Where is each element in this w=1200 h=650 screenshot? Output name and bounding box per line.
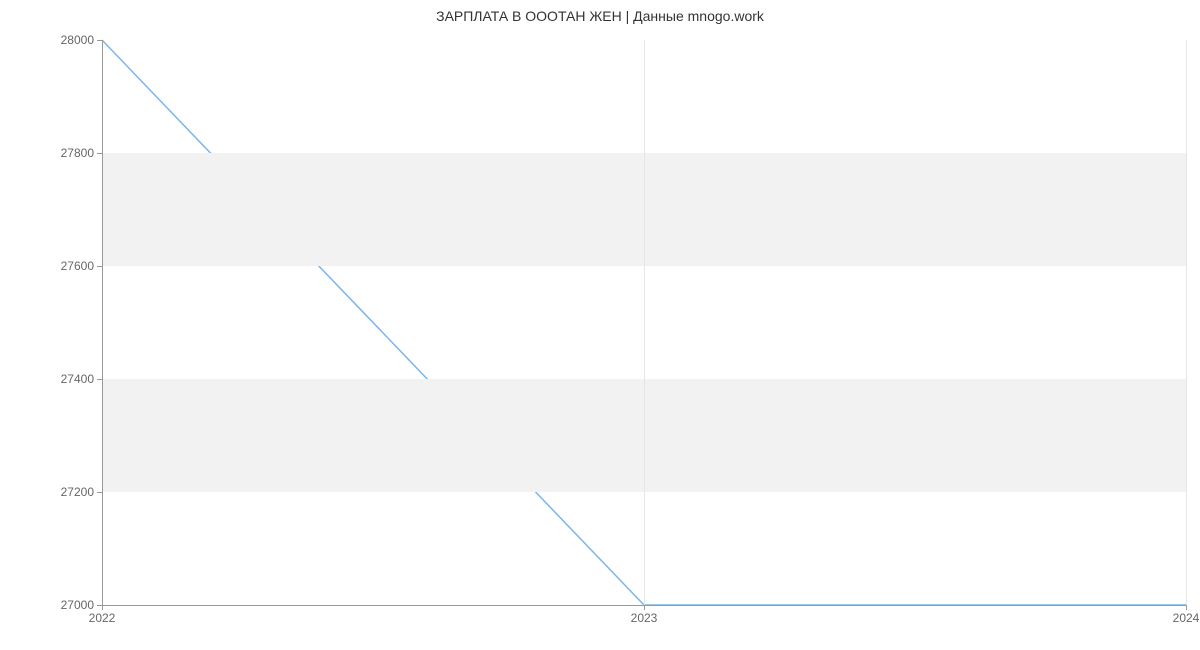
x-tick-mark bbox=[644, 605, 645, 610]
y-tick-mark bbox=[97, 153, 102, 154]
y-tick-label: 27200 bbox=[61, 485, 94, 499]
y-tick-label: 28000 bbox=[61, 33, 94, 47]
y-tick-mark bbox=[97, 40, 102, 41]
x-tick-label: 2024 bbox=[1173, 611, 1200, 625]
x-tick-mark bbox=[1186, 605, 1187, 610]
plot-area: 2700027200274002760027800280002022202320… bbox=[102, 40, 1186, 605]
x-tick-mark bbox=[102, 605, 103, 610]
gridline-vertical bbox=[644, 40, 645, 605]
y-axis bbox=[102, 40, 103, 605]
y-tick-mark bbox=[97, 379, 102, 380]
y-tick-mark bbox=[97, 266, 102, 267]
salary-line-chart: ЗАРПЛАТА В ОООТАН ЖЕН | Данные mnogo.wor… bbox=[0, 0, 1200, 650]
gridline-vertical bbox=[1186, 40, 1187, 605]
x-tick-label: 2022 bbox=[89, 611, 116, 625]
y-tick-label: 27600 bbox=[61, 259, 94, 273]
y-tick-label: 27400 bbox=[61, 372, 94, 386]
chart-title: ЗАРПЛАТА В ОООТАН ЖЕН | Данные mnogo.wor… bbox=[0, 8, 1200, 24]
y-tick-label: 27800 bbox=[61, 146, 94, 160]
x-tick-label: 2023 bbox=[631, 611, 658, 625]
y-tick-label: 27000 bbox=[61, 598, 94, 612]
y-tick-mark bbox=[97, 492, 102, 493]
